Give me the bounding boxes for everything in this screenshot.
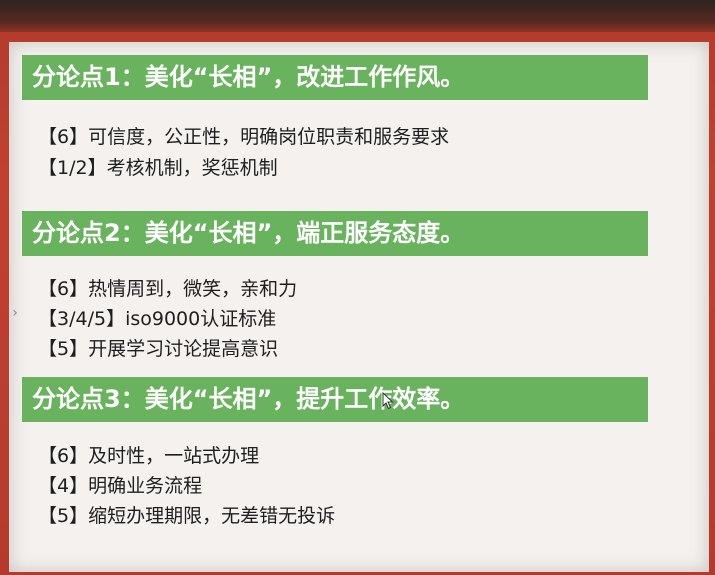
section-2-item-2: 【3/4/5】iso9000认证标准 <box>38 308 277 330</box>
section-2-item-1: 【6】热情周到，微笑，亲和力 <box>38 278 298 300</box>
section-2-heading: 分论点2：美化“长相”，端正服务态度。 <box>22 211 648 256</box>
section-3-item-2: 【4】明确业务流程 <box>38 475 203 497</box>
section-1-heading: 分论点1：美化“长相”，改进工作作风。 <box>22 55 648 100</box>
presentation-slide <box>9 42 709 572</box>
section-1-item-2: 【1/2】考核机制，奖惩机制 <box>38 157 278 179</box>
chevron-right-icon[interactable]: › <box>12 305 18 321</box>
section-1-item-1: 【6】可信度，公正性，明确岗位职责和服务要求 <box>38 126 450 148</box>
frame-top-bezel <box>0 0 715 32</box>
section-2-item-3: 【5】开展学习讨论提高意识 <box>38 338 279 360</box>
section-3-item-3: 【5】缩短办理期限，无差错无投诉 <box>38 505 336 527</box>
section-3-heading: 分论点3：美化“长相”，提升工作效率。 <box>22 377 648 422</box>
section-3-item-1: 【6】及时性，一站式办理 <box>38 445 260 467</box>
